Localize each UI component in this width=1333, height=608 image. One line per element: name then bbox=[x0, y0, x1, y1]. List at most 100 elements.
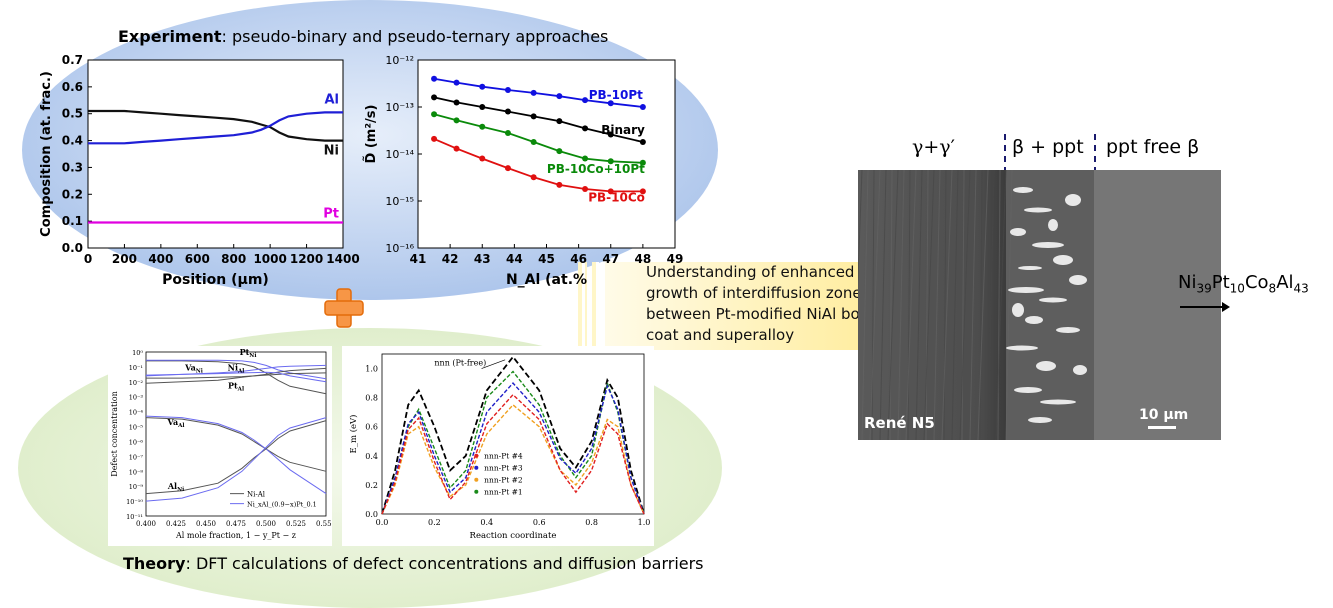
x-tick-label: 800 bbox=[221, 252, 246, 266]
x-tick-label: 43 bbox=[474, 252, 491, 266]
x-tick-label: 48 bbox=[635, 252, 652, 266]
x-tick-label: 400 bbox=[148, 252, 173, 266]
y-axis-label: Defect concentration bbox=[110, 391, 119, 476]
data-point bbox=[431, 111, 438, 118]
barrier-curve bbox=[381, 382, 645, 515]
striation bbox=[887, 170, 899, 440]
defect-curve bbox=[145, 415, 327, 495]
striation bbox=[995, 170, 1007, 440]
composition-arrow bbox=[1180, 302, 1230, 312]
y-tick-label: 0.1 bbox=[62, 214, 83, 228]
alloy-label: René N5 bbox=[864, 414, 935, 432]
legend-label: nnn-Pt #1 bbox=[484, 488, 523, 497]
data-point bbox=[530, 174, 537, 181]
data-point bbox=[530, 139, 537, 146]
y-tick-label: 10⁰ bbox=[132, 349, 143, 357]
ppt-free-label: ppt free β bbox=[1106, 136, 1200, 158]
x-tick-label: 0.450 bbox=[196, 520, 216, 528]
y-tick-label: 10⁻⁴ bbox=[129, 409, 144, 417]
series-label-al: Al bbox=[324, 92, 339, 107]
alloy-composition: Ni39Pt10Co8Al43 bbox=[1178, 272, 1309, 296]
y-tick-label: 0.2 bbox=[62, 187, 83, 201]
defect-curve bbox=[145, 417, 327, 502]
comp-ni: Ni bbox=[1178, 272, 1197, 293]
legend-label: nnn-Pt #3 bbox=[484, 464, 523, 473]
striation bbox=[871, 170, 875, 440]
legend-marker bbox=[474, 465, 479, 470]
striation bbox=[951, 170, 959, 440]
barrier-curve bbox=[381, 355, 645, 515]
theory-title: Theory: DFT calculations of defect conce… bbox=[123, 554, 704, 573]
y-tick-label: 0.7 bbox=[62, 53, 83, 67]
series-line-al bbox=[88, 111, 343, 145]
y-tick-label: 0.5 bbox=[62, 107, 83, 121]
x-tick-label: 44 bbox=[506, 252, 523, 266]
data-point bbox=[556, 93, 563, 100]
striation bbox=[987, 170, 995, 440]
experiment-title-bold: Experiment bbox=[118, 27, 222, 46]
comp-al: Al bbox=[1276, 272, 1294, 293]
experiment-title: Experiment: pseudo-binary and pseudo-ter… bbox=[118, 27, 608, 46]
y-tick-label: 10⁻⁵ bbox=[129, 424, 144, 432]
x-axis-label: Position (μm) bbox=[162, 272, 269, 288]
y-tick-label: 1.0 bbox=[365, 365, 378, 374]
y-tick-label: 10⁻¹ bbox=[129, 364, 144, 372]
x-tick-label: 0.500 bbox=[256, 520, 276, 528]
defect-curve bbox=[146, 372, 327, 379]
y-tick-label: 10⁻¹² bbox=[385, 54, 414, 67]
series-label: PB-10Co+10Pt bbox=[547, 162, 645, 176]
data-point bbox=[639, 139, 646, 146]
x-tick-label: 0.0 bbox=[376, 518, 389, 527]
theory-title-bold: Theory bbox=[123, 554, 186, 573]
striation bbox=[879, 170, 887, 440]
precipitate bbox=[1010, 228, 1026, 236]
precipitate bbox=[1012, 303, 1024, 317]
legend-marker bbox=[474, 477, 479, 482]
x-tick-label: 0.550 bbox=[316, 520, 332, 528]
precipitate bbox=[1032, 242, 1064, 248]
series-label: Binary bbox=[601, 123, 645, 137]
striation bbox=[961, 170, 965, 440]
striation bbox=[858, 170, 863, 292]
x-tick-label: 1.0 bbox=[638, 518, 651, 527]
x-tick-label: 45 bbox=[538, 252, 555, 266]
comp-co-sub: 8 bbox=[1268, 281, 1277, 296]
striation bbox=[969, 170, 977, 440]
data-point bbox=[479, 104, 486, 110]
beta-ppt-label: β + ppt bbox=[1012, 136, 1084, 158]
data-point bbox=[479, 155, 486, 162]
striation bbox=[923, 170, 935, 440]
y-axis-label: E_m (eV) bbox=[348, 414, 359, 453]
gamma-phase-label: γ+γ′ bbox=[912, 136, 955, 158]
series-line-ni bbox=[88, 109, 343, 142]
striation bbox=[979, 170, 983, 440]
data-point bbox=[639, 159, 646, 166]
data-point bbox=[639, 188, 646, 195]
x-tick-label: 0.525 bbox=[286, 520, 306, 528]
striation bbox=[869, 170, 881, 440]
data-point bbox=[556, 181, 563, 188]
precipitate bbox=[1008, 287, 1044, 293]
striation bbox=[959, 170, 971, 440]
series-label: PB-10Pt bbox=[589, 88, 643, 102]
x-tick-label: 0.400 bbox=[136, 520, 156, 528]
x-axis-label: N_Al (at.% bbox=[506, 272, 587, 288]
x-tick-label: 49 bbox=[667, 252, 684, 266]
precipitate bbox=[1014, 387, 1042, 393]
striation bbox=[997, 170, 1001, 440]
precipitate bbox=[1028, 417, 1052, 423]
striation bbox=[1005, 170, 1013, 440]
defect-label: VaNi bbox=[184, 363, 203, 375]
defect-label: NiAl bbox=[228, 363, 245, 375]
plot-frame bbox=[145, 351, 327, 517]
composition-chart: 0 200 400 600 800 1000 1200 1400 0.0 0.1 0.2 0.3 0.4… bbox=[39, 53, 360, 288]
data-point bbox=[582, 97, 589, 104]
data-point bbox=[556, 148, 563, 155]
y-tick-label: 0.6 bbox=[62, 80, 83, 94]
data-point bbox=[556, 118, 563, 125]
defect-curve bbox=[146, 360, 327, 395]
data-point bbox=[582, 186, 589, 193]
plot-frame bbox=[417, 59, 676, 249]
x-axis-label: Al mole fraction, 1 − y_Pt − z bbox=[175, 531, 296, 540]
callout-arrow bbox=[605, 210, 946, 400]
